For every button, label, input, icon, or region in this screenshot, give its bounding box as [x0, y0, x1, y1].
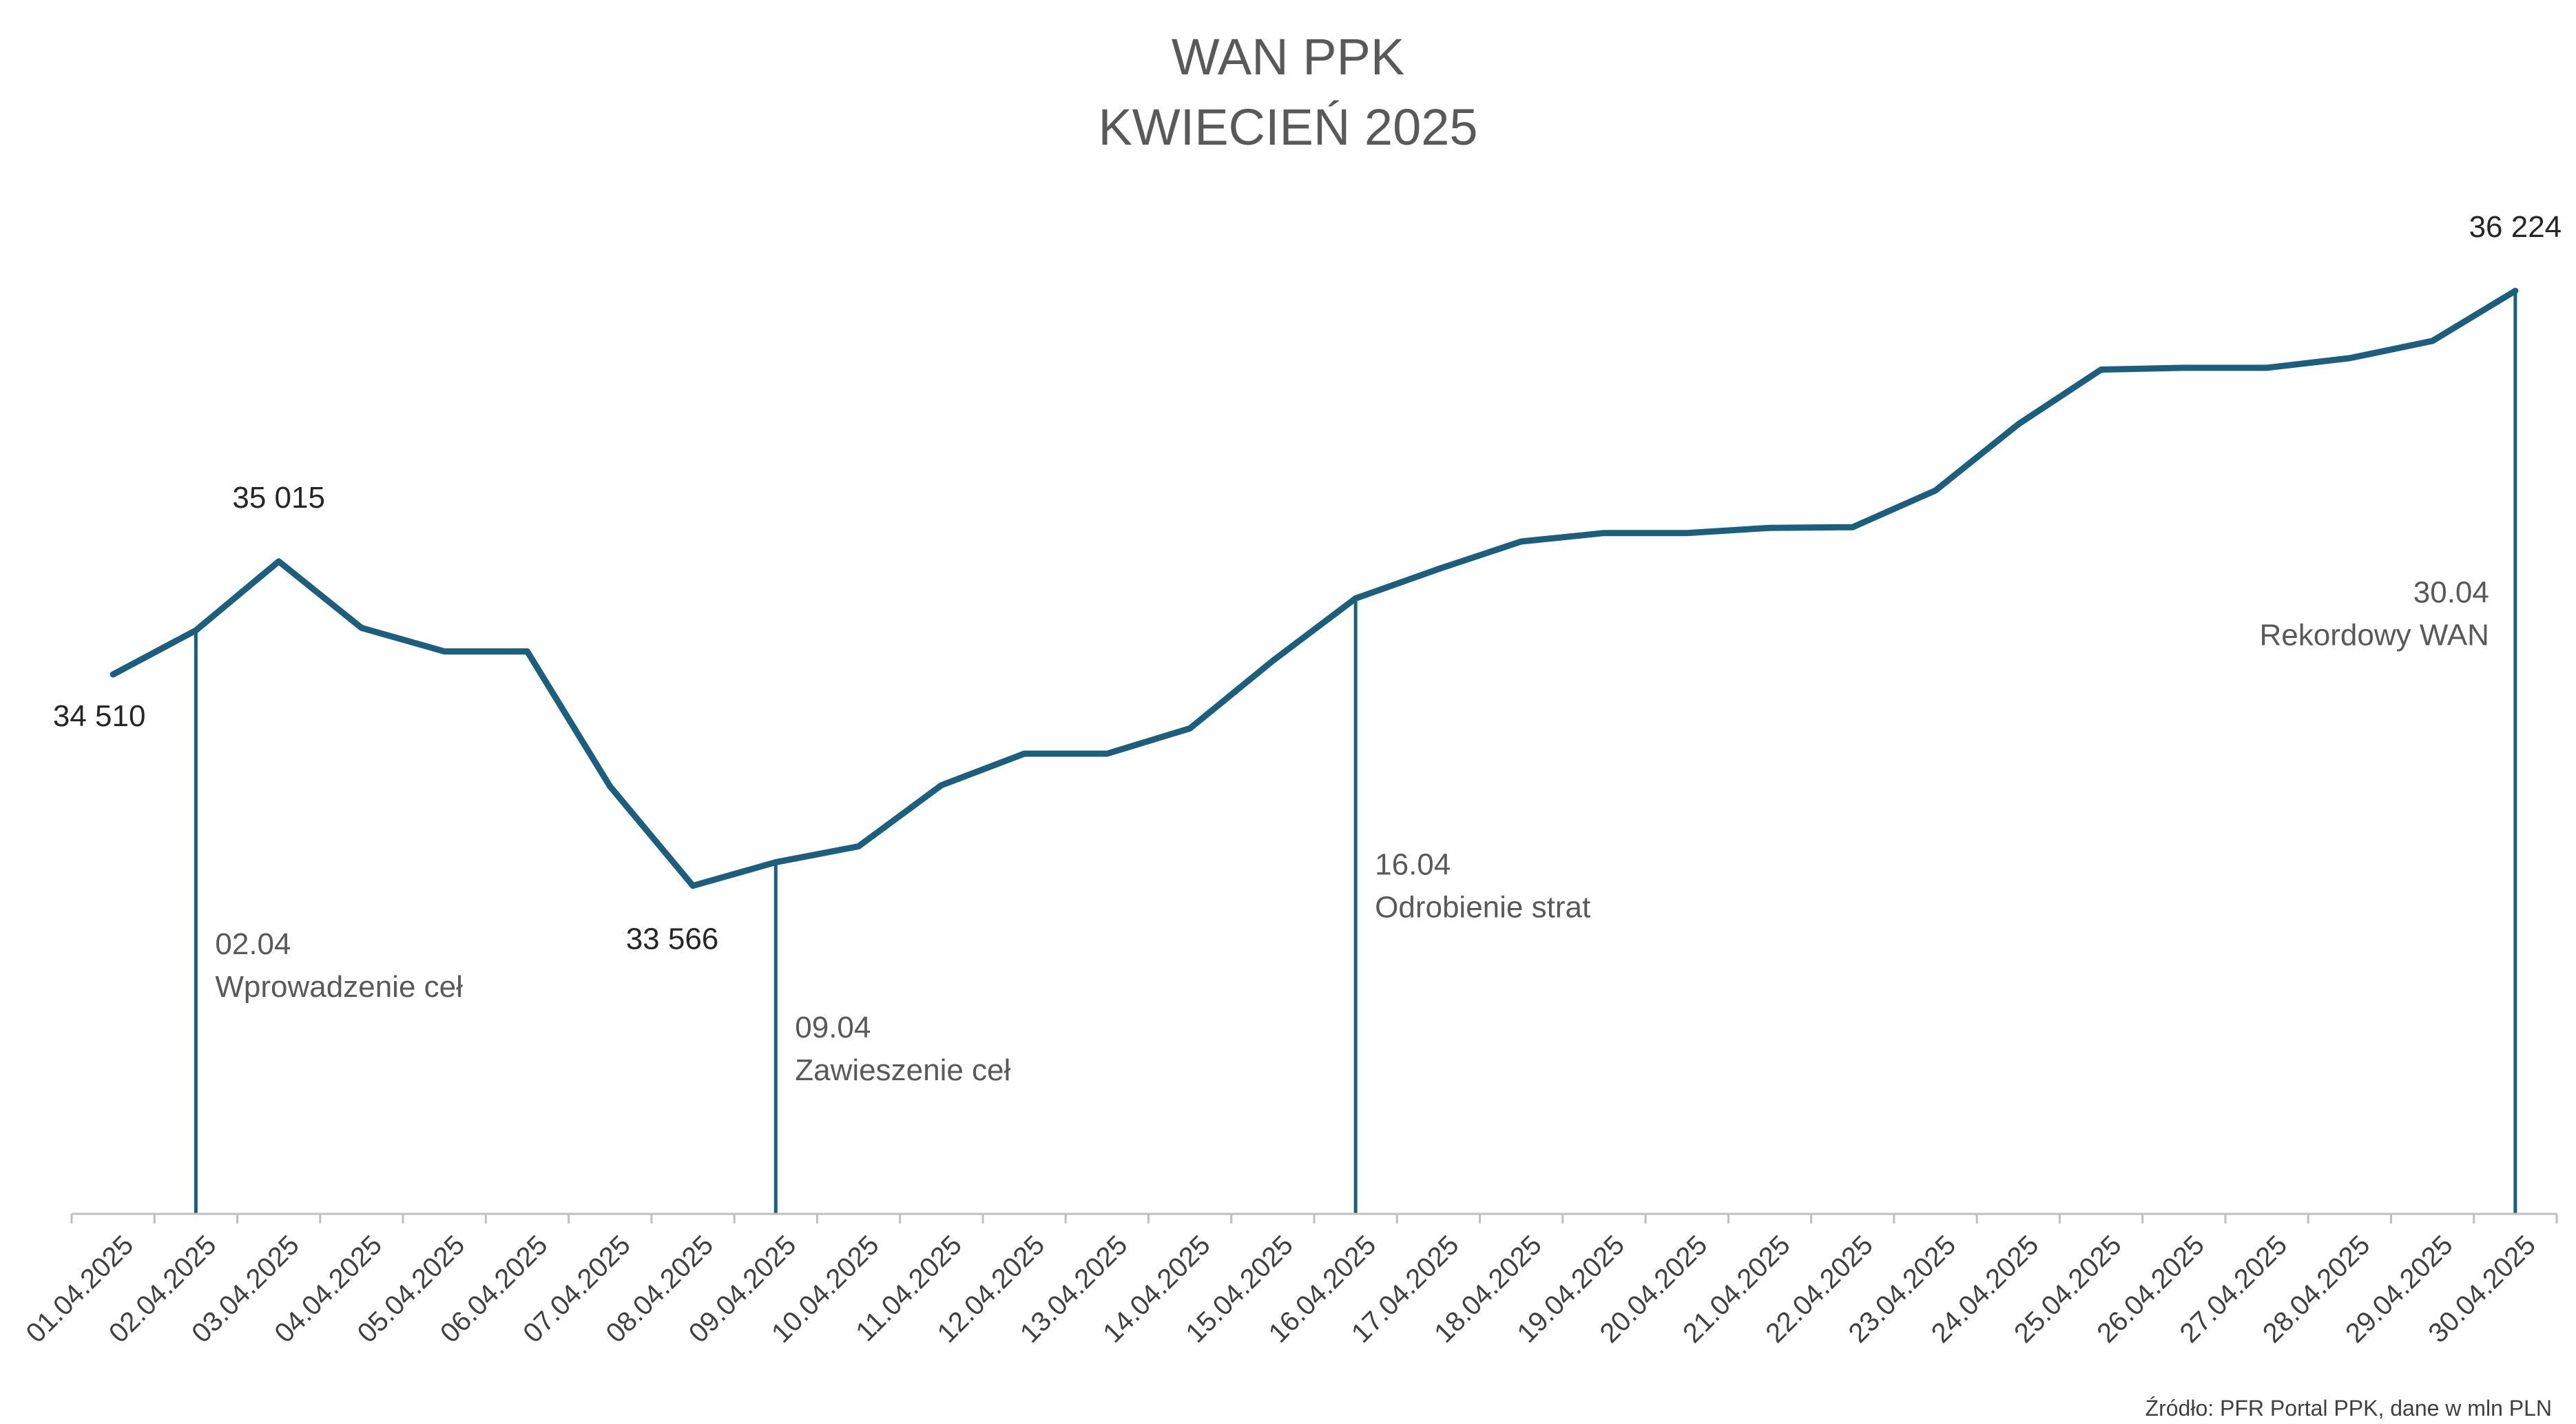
data-point	[1269, 658, 1276, 664]
data-point	[2347, 355, 2353, 361]
data-point	[607, 783, 613, 790]
data-point	[938, 782, 944, 788]
data-point	[1601, 530, 1607, 536]
annotation-text-3: Rekordowy WAN	[2260, 619, 2489, 652]
data-point	[1684, 530, 1690, 536]
data-point	[2264, 364, 2270, 371]
annotation-date-3: 30.04	[2413, 576, 2489, 610]
series-wan	[110, 287, 2519, 889]
data-point	[1435, 566, 1442, 572]
annotation-date-0: 02.04	[215, 927, 291, 961]
data-label: 35 015	[232, 481, 325, 515]
data-point	[1187, 725, 1193, 732]
data-point	[358, 625, 364, 631]
data-point	[1518, 539, 1524, 545]
data-label: 33 566	[626, 922, 719, 956]
data-point	[1933, 487, 1938, 493]
data-point	[2015, 421, 2022, 427]
data-point	[690, 883, 696, 889]
source-note: Źródło: PFR Portal PPK, dane w mln PLN	[2146, 1396, 2552, 1421]
data-point	[2429, 338, 2435, 344]
annotation-text-2: Odrobienie strat	[1375, 890, 1590, 924]
data-point	[110, 672, 116, 678]
data-point	[442, 648, 448, 654]
annotation-date-1: 09.04	[795, 1011, 871, 1044]
annotation-date-2: 16.04	[1375, 847, 1451, 881]
x-axis: 01.04.202502.04.202503.04.202504.04.2025…	[21, 1213, 2558, 1349]
data-point	[524, 648, 530, 654]
chart-title-line-1: WAN PPK	[1172, 28, 1405, 85]
data-point	[1767, 525, 1773, 531]
data-point	[1104, 751, 1110, 757]
data-point	[2512, 288, 2518, 294]
data-point	[1849, 524, 1856, 530]
data-point	[1021, 751, 1028, 757]
data-point	[1353, 595, 1359, 601]
data-point	[276, 558, 282, 564]
data-point	[855, 843, 862, 849]
data-point	[2098, 367, 2104, 373]
series-line	[110, 287, 2519, 889]
point-labels: 34 510 35 015 33 566 36 224	[53, 210, 2562, 956]
data-label: 34 510	[53, 699, 146, 733]
data-point	[773, 859, 779, 865]
annotation-lines	[194, 291, 2517, 1214]
annotation-labels: 02.04 Wprowadzenie ceł 09.04 Zawieszenie ce…	[215, 576, 2489, 1088]
annotation-text-1: Zawieszenie ceł	[795, 1053, 1010, 1087]
data-point	[193, 628, 199, 634]
annotation-text-0: Wprowadzenie ceł	[215, 970, 463, 1004]
data-label: 36 224	[2469, 210, 2562, 244]
data-point	[2181, 364, 2187, 371]
chart-title-line-2: KWIECIEŃ 2025	[1098, 99, 1477, 156]
